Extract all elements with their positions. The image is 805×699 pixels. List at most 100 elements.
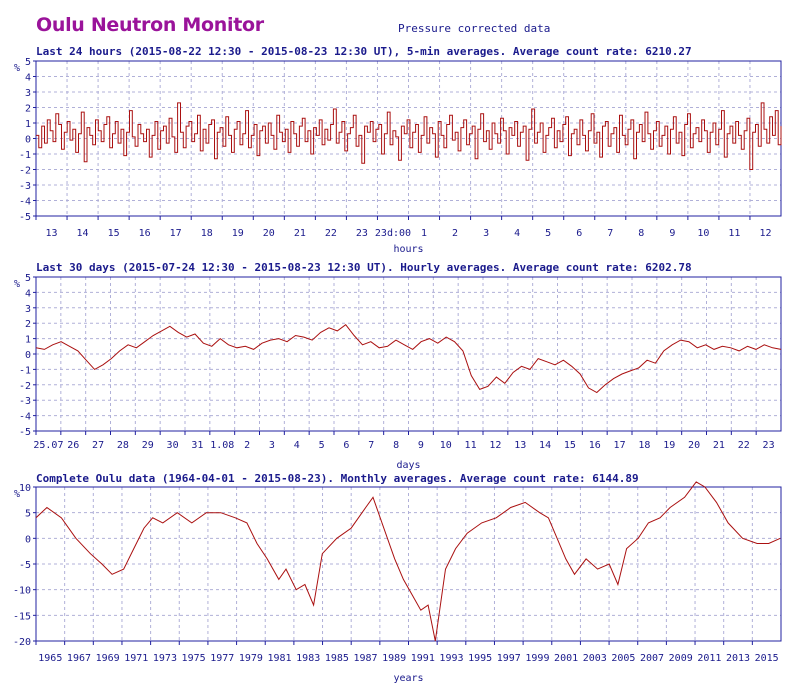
x-tick-label: 2007	[640, 653, 664, 664]
chart-title: Last 30 days (2015-07-24 12:30 - 2015-08…	[36, 261, 692, 274]
x-tick-label: 4	[514, 228, 520, 239]
x-tick-label: 1.08	[210, 440, 234, 451]
x-tick-label: 17	[170, 228, 182, 239]
x-tick-label: 1989	[382, 653, 406, 664]
y-tick-label: 4	[25, 288, 31, 299]
y-tick-label: 0	[25, 135, 31, 146]
y-tick-label: 5	[25, 273, 31, 284]
series-line	[35, 324, 782, 394]
x-tick-label: 14	[539, 440, 551, 451]
y-tick-label: 1	[25, 335, 31, 346]
y-tick-label: -2	[19, 166, 31, 177]
x-tick-label: 7	[607, 228, 613, 239]
x-tick-label: 1	[421, 228, 427, 239]
page-subtitle: Pressure corrected data	[398, 22, 551, 35]
x-tick-label: 19	[232, 228, 244, 239]
y-tick-label: -2	[19, 381, 31, 392]
x-tick-label: 3	[269, 440, 275, 451]
x-tick-label: 10	[697, 228, 709, 239]
x-tick-label: 22	[738, 440, 750, 451]
x-tick-label: 7	[368, 440, 374, 451]
y-tick-label: -5	[19, 560, 31, 571]
x-tick-label: 20	[688, 440, 700, 451]
plot-frame	[35, 276, 782, 432]
x-axis-label: days	[396, 460, 420, 471]
x-tick-label: 26	[67, 440, 79, 451]
x-tick-label: 1987	[353, 653, 377, 664]
y-axis-label: %	[14, 279, 20, 290]
y-axis-label: %	[14, 489, 20, 500]
y-tick-label: -1	[19, 365, 31, 376]
x-tick-label: 2	[452, 228, 458, 239]
x-tick-label: 19	[663, 440, 675, 451]
x-tick-label: 15	[564, 440, 576, 451]
x-tick-label: 11	[728, 228, 740, 239]
y-tick-label: -5	[19, 427, 31, 438]
series-line	[36, 102, 782, 170]
y-tick-label: 3	[25, 88, 31, 99]
x-tick-label: 1997	[497, 653, 521, 664]
x-tick-label: 6	[576, 228, 582, 239]
y-tick-label: 0	[25, 350, 31, 361]
x-tick-label: 11	[465, 440, 477, 451]
x-tick-label: 27	[92, 440, 104, 451]
x-tick-label: 2003	[583, 653, 607, 664]
y-tick-label: -4	[19, 412, 31, 423]
x-tick-label: 1967	[67, 653, 91, 664]
y-tick-label: 3	[25, 304, 31, 315]
x-tick-label: 2	[244, 440, 250, 451]
x-tick-label: 23d:00	[375, 228, 411, 239]
x-tick-label: 13	[45, 228, 57, 239]
x-tick-label: 2009	[669, 653, 693, 664]
x-tick-label: 1969	[96, 653, 120, 664]
x-tick-label: 23	[763, 440, 775, 451]
series-line	[35, 481, 781, 642]
y-tick-label: -3	[19, 181, 31, 192]
plot-frame	[35, 486, 782, 642]
x-tick-label: 29	[142, 440, 154, 451]
y-tick-label: 5	[25, 57, 31, 68]
page-title: Oulu Neutron Monitor	[36, 14, 264, 36]
x-tick-label: 5	[545, 228, 551, 239]
x-tick-label: 3	[483, 228, 489, 239]
y-tick-label: -10	[13, 586, 31, 597]
y-tick-label: -4	[19, 197, 31, 208]
x-axis-label: years	[393, 673, 423, 684]
x-tick-label: 1983	[296, 653, 320, 664]
y-tick-label: 4	[25, 73, 31, 84]
y-tick-label: -20	[13, 637, 31, 648]
x-tick-label: 1999	[525, 653, 549, 664]
y-tick-label: 1	[25, 119, 31, 130]
x-tick-label: 28	[117, 440, 129, 451]
x-tick-label: 8	[638, 228, 644, 239]
x-tick-label: 1977	[210, 653, 234, 664]
x-tick-label: 1991	[411, 653, 435, 664]
x-tick-label: 10	[440, 440, 452, 451]
x-tick-label: 25.07	[33, 440, 63, 451]
x-tick-label: 1981	[268, 653, 292, 664]
x-tick-label: 14	[77, 228, 89, 239]
x-tick-label: 8	[393, 440, 399, 451]
x-tick-label: 1973	[153, 653, 177, 664]
x-tick-label: 16	[139, 228, 151, 239]
x-tick-label: 9	[418, 440, 424, 451]
x-tick-label: 1995	[468, 653, 492, 664]
x-tick-label: 21	[713, 440, 725, 451]
x-tick-label: 20	[263, 228, 275, 239]
chart-title: Last 24 hours (2015-08-22 12:30 - 2015-0…	[36, 45, 692, 58]
x-tick-label: 9	[669, 228, 675, 239]
x-tick-label: 16	[589, 440, 601, 451]
x-tick-label: 18	[201, 228, 213, 239]
x-tick-label: 5	[319, 440, 325, 451]
x-tick-label: 1993	[439, 653, 463, 664]
y-tick-label: -3	[19, 396, 31, 407]
x-tick-label: 2013	[726, 653, 750, 664]
x-tick-label: 12	[489, 440, 501, 451]
x-tick-label: 6	[343, 440, 349, 451]
x-tick-label: 1965	[38, 653, 62, 664]
x-axis-label: hours	[393, 244, 423, 255]
x-tick-label: 15	[108, 228, 120, 239]
y-axis-label: %	[14, 63, 20, 74]
x-tick-label: 2015	[755, 653, 779, 664]
x-tick-label: 12	[759, 228, 771, 239]
